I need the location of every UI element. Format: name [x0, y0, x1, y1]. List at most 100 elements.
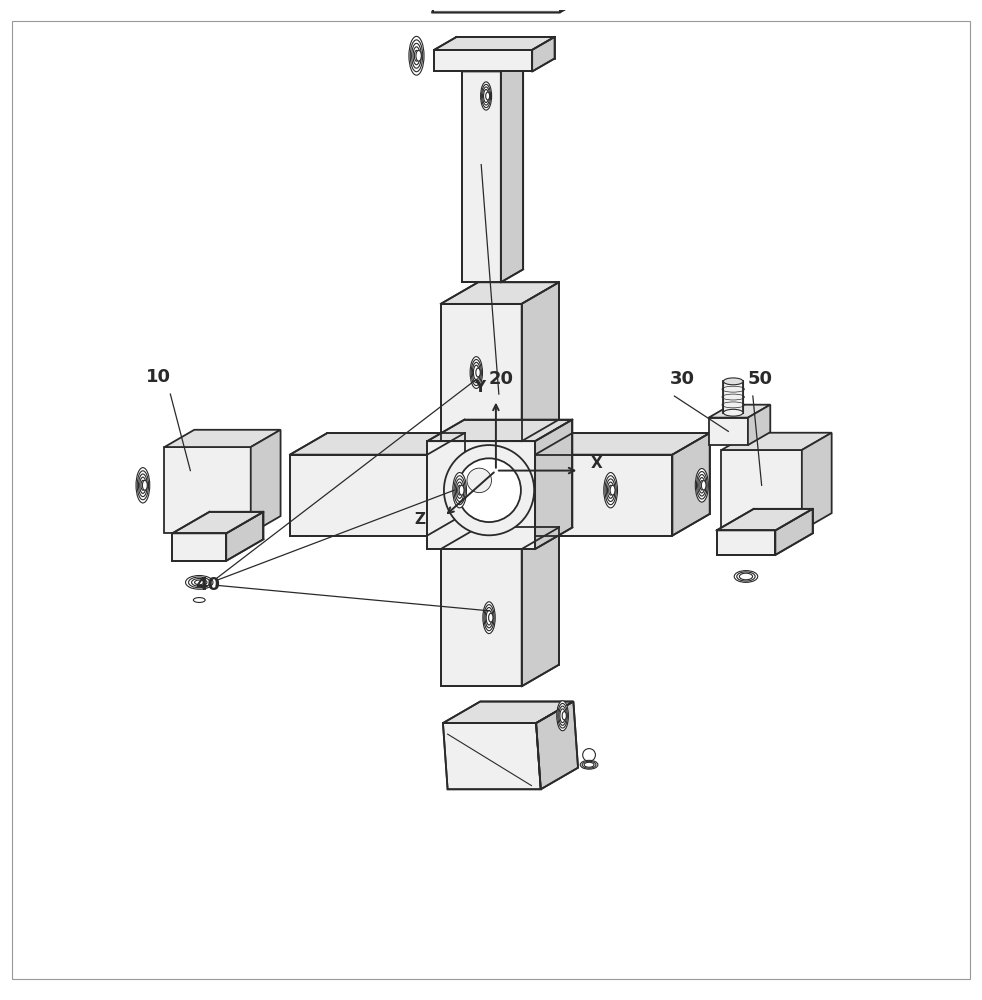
- Ellipse shape: [560, 709, 566, 723]
- Ellipse shape: [138, 474, 147, 497]
- Polygon shape: [164, 447, 250, 533]
- Polygon shape: [172, 533, 226, 561]
- Polygon shape: [536, 702, 578, 789]
- Text: 50: 50: [748, 370, 773, 388]
- Polygon shape: [724, 381, 743, 413]
- Ellipse shape: [608, 482, 614, 498]
- Ellipse shape: [193, 598, 205, 602]
- Ellipse shape: [584, 762, 594, 767]
- Ellipse shape: [458, 458, 520, 522]
- Polygon shape: [441, 282, 559, 304]
- Polygon shape: [560, 0, 627, 12]
- Ellipse shape: [483, 89, 489, 102]
- Text: 30: 30: [670, 370, 694, 388]
- Polygon shape: [434, 37, 555, 50]
- Ellipse shape: [605, 476, 617, 505]
- Polygon shape: [172, 512, 263, 533]
- Ellipse shape: [137, 471, 148, 500]
- Polygon shape: [441, 549, 521, 686]
- Ellipse shape: [701, 481, 706, 490]
- Ellipse shape: [697, 475, 706, 496]
- Ellipse shape: [604, 473, 618, 508]
- Ellipse shape: [486, 92, 490, 100]
- Ellipse shape: [558, 703, 568, 728]
- Ellipse shape: [609, 485, 613, 495]
- Polygon shape: [441, 304, 521, 441]
- Ellipse shape: [482, 87, 490, 105]
- Polygon shape: [532, 37, 555, 71]
- Ellipse shape: [457, 482, 463, 498]
- Ellipse shape: [580, 760, 598, 769]
- Ellipse shape: [476, 368, 480, 377]
- Ellipse shape: [141, 480, 144, 490]
- Polygon shape: [443, 723, 541, 789]
- Text: 40: 40: [194, 576, 220, 594]
- Ellipse shape: [413, 47, 420, 65]
- Ellipse shape: [484, 605, 494, 631]
- Ellipse shape: [460, 485, 464, 495]
- Ellipse shape: [411, 43, 421, 68]
- Ellipse shape: [444, 445, 534, 535]
- Polygon shape: [226, 512, 263, 561]
- Polygon shape: [722, 450, 802, 530]
- Polygon shape: [427, 433, 464, 536]
- Ellipse shape: [458, 485, 462, 495]
- Ellipse shape: [467, 468, 491, 493]
- Polygon shape: [535, 455, 673, 536]
- Polygon shape: [441, 527, 559, 549]
- Ellipse shape: [480, 82, 492, 110]
- Polygon shape: [432, 0, 594, 12]
- Text: X: X: [591, 456, 603, 471]
- Polygon shape: [802, 433, 832, 530]
- Polygon shape: [427, 441, 535, 549]
- Polygon shape: [443, 702, 573, 723]
- Ellipse shape: [453, 473, 466, 508]
- Polygon shape: [535, 420, 573, 549]
- Ellipse shape: [194, 580, 204, 585]
- Polygon shape: [776, 509, 813, 555]
- Ellipse shape: [191, 579, 207, 586]
- Ellipse shape: [699, 478, 705, 493]
- Polygon shape: [250, 430, 281, 533]
- Ellipse shape: [473, 365, 479, 380]
- Ellipse shape: [582, 761, 596, 768]
- Ellipse shape: [557, 701, 569, 731]
- Ellipse shape: [186, 576, 213, 589]
- Ellipse shape: [470, 357, 482, 388]
- Polygon shape: [434, 50, 532, 71]
- Polygon shape: [427, 420, 573, 441]
- Polygon shape: [673, 433, 710, 536]
- Polygon shape: [501, 59, 523, 282]
- Polygon shape: [462, 71, 501, 282]
- Ellipse shape: [471, 359, 481, 386]
- Ellipse shape: [606, 479, 615, 501]
- Ellipse shape: [416, 50, 421, 61]
- Polygon shape: [748, 405, 770, 445]
- Polygon shape: [164, 430, 281, 447]
- Ellipse shape: [696, 472, 707, 499]
- Ellipse shape: [486, 610, 492, 625]
- Ellipse shape: [724, 409, 743, 416]
- Polygon shape: [709, 418, 748, 445]
- Ellipse shape: [139, 477, 146, 493]
- Text: Y: Y: [474, 380, 485, 395]
- Ellipse shape: [409, 36, 424, 75]
- Polygon shape: [521, 282, 559, 441]
- Ellipse shape: [410, 40, 422, 72]
- Polygon shape: [290, 433, 464, 455]
- Polygon shape: [290, 455, 427, 536]
- Polygon shape: [709, 405, 770, 418]
- Ellipse shape: [136, 468, 149, 503]
- Ellipse shape: [472, 362, 480, 383]
- Ellipse shape: [695, 469, 708, 502]
- Ellipse shape: [739, 573, 752, 580]
- Polygon shape: [462, 59, 523, 71]
- Ellipse shape: [610, 485, 615, 495]
- Polygon shape: [722, 433, 832, 450]
- Text: 20: 20: [489, 370, 514, 388]
- Ellipse shape: [454, 476, 465, 505]
- Polygon shape: [717, 530, 776, 555]
- Ellipse shape: [483, 602, 495, 634]
- Ellipse shape: [189, 577, 210, 588]
- Text: Z: Z: [414, 512, 426, 527]
